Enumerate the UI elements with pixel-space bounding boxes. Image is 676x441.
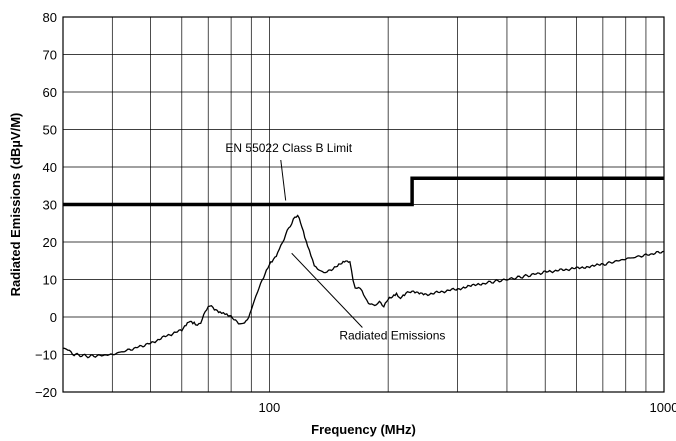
y-tick-label: 70 (43, 48, 57, 63)
y-tick-labels: −20 −10 0 10 20 30 40 50 60 70 80 (35, 10, 57, 400)
series-line-radiated-emissions (62, 214, 665, 359)
y-tick-label: −20 (35, 385, 57, 400)
y-tick-label: 80 (43, 10, 57, 25)
annotations: EN 55022 Class B Limit Radiated Emission… (225, 141, 445, 343)
x-axis-title: Frequency (MHz) (311, 422, 416, 437)
y-tick-label: 20 (43, 235, 57, 250)
annotation-leader-line (280, 159, 287, 201)
x-tick-label: 1000 (650, 400, 676, 415)
x-tick-label: 100 (259, 400, 281, 415)
annotation-limit-label: EN 55022 Class B Limit (225, 141, 352, 155)
plot-frame (62, 16, 665, 393)
y-tick-label: 0 (50, 310, 57, 325)
y-tick-label: −10 (35, 348, 57, 363)
annotation-emissions-label: Radiated Emissions (339, 329, 445, 343)
series-group (62, 176, 665, 359)
y-tick-label: 30 (43, 198, 57, 213)
annotation-leader-line (291, 252, 363, 328)
y-tick-label: 50 (43, 123, 57, 138)
y-tick-label: 10 (43, 273, 57, 288)
x-tick-labels: 100 1000 (259, 400, 676, 415)
series-line-class-b-limit (63, 176, 664, 207)
y-axis-title: Radiated Emissions (dBµV/M) (8, 113, 23, 297)
y-tick-label: 60 (43, 85, 57, 100)
y-tick-label: 40 (43, 160, 57, 175)
